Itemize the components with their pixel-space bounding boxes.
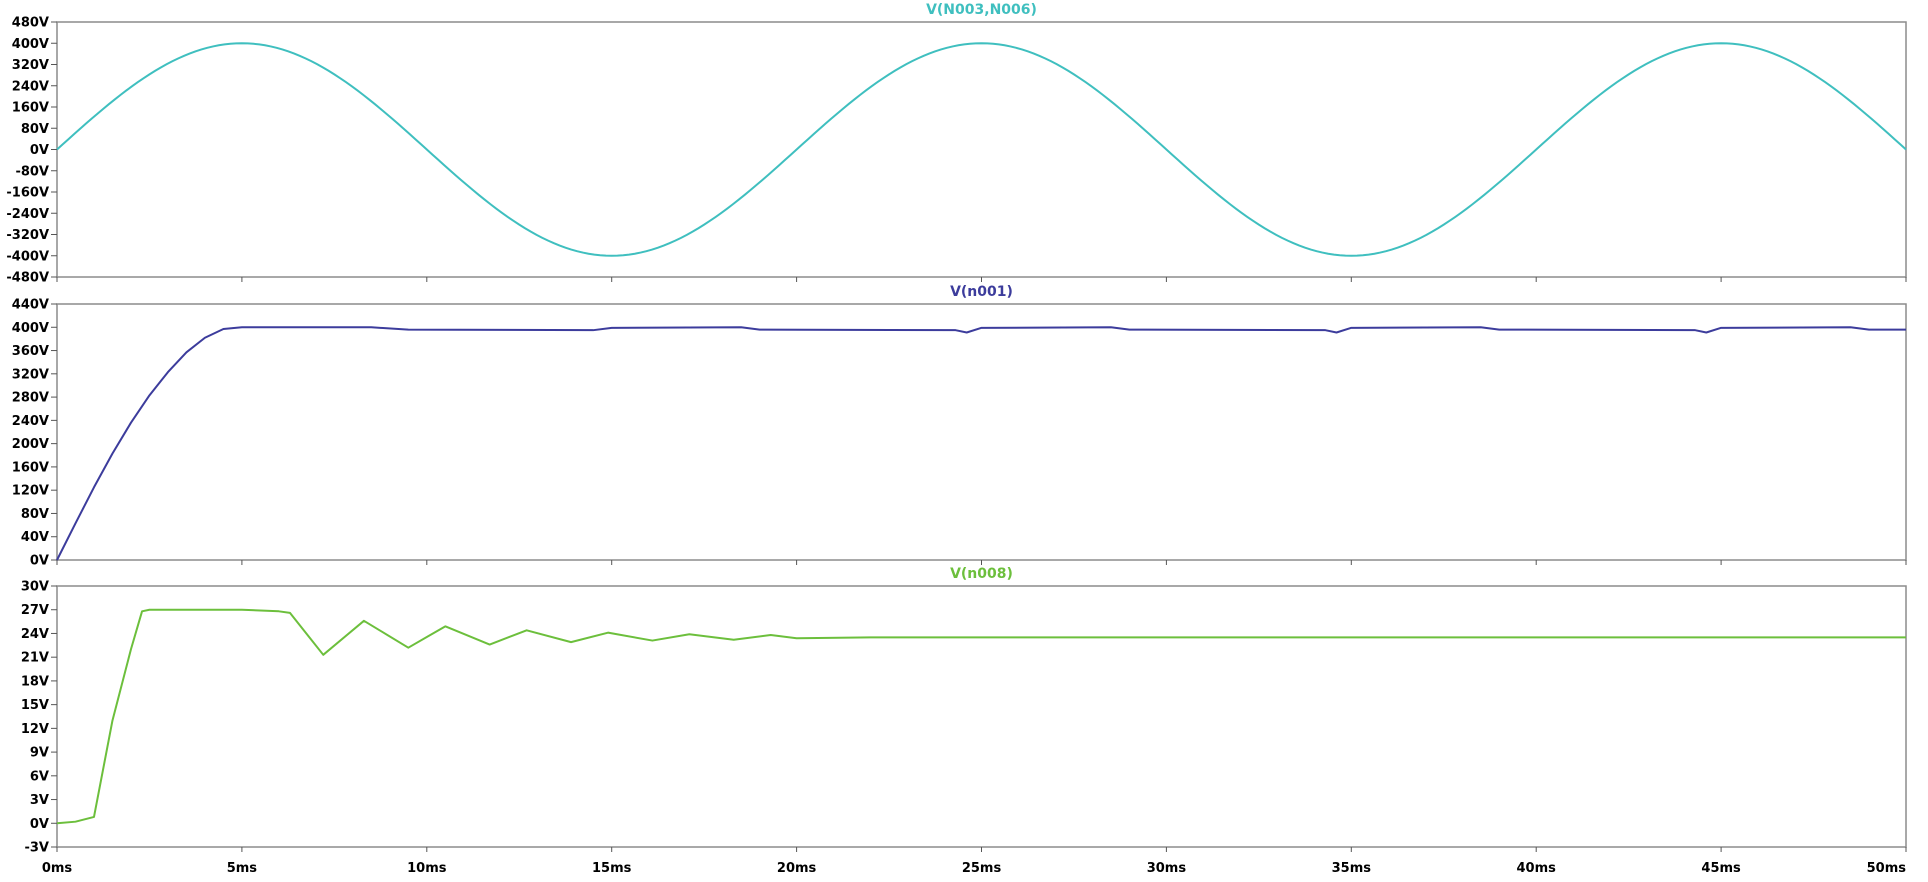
y-tick-label: 440V: [12, 298, 49, 313]
x-tick-label: 50ms: [1867, 861, 1907, 876]
plot-frame: [56, 303, 1907, 561]
y-tick-label: 3V: [30, 793, 49, 808]
y-tick-label: 80V: [21, 122, 49, 137]
plot-frame: [56, 585, 1907, 848]
y-tick-label: 160V: [12, 101, 49, 116]
x-tick-label: 5ms: [227, 861, 258, 876]
y-tick-label: -160V: [6, 186, 49, 201]
y-tick-label: 12V: [21, 722, 49, 737]
x-tick-label: 30ms: [1147, 861, 1187, 876]
y-tick-label: 80V: [21, 507, 49, 522]
y-tick-label: -320V: [6, 228, 49, 243]
y-tick-label: 320V: [12, 367, 49, 382]
x-tick-label: 15ms: [592, 861, 632, 876]
y-tick-label: 0V: [30, 143, 49, 158]
y-tick-label: -240V: [6, 207, 49, 222]
y-tick-label: 15V: [21, 698, 49, 713]
y-tick-label: 40V: [21, 530, 49, 545]
x-tick-label: 10ms: [407, 861, 447, 876]
plot-frame: [56, 21, 1907, 278]
x-tick-label: 45ms: [1701, 861, 1741, 876]
y-tick-label: 240V: [12, 79, 49, 94]
y-tick-label: 200V: [12, 437, 49, 452]
y-tick-label: 320V: [12, 58, 49, 73]
y-tick-label: 9V: [30, 746, 49, 761]
series-line: [56, 326, 1906, 561]
y-tick-label: -80V: [15, 164, 49, 179]
y-tick-label: 21V: [21, 651, 49, 666]
x-tick-label: 40ms: [1517, 861, 1557, 876]
x-tick-label: 25ms: [962, 861, 1002, 876]
y-tick-label: -480V: [6, 271, 49, 286]
y-tick-label: 240V: [12, 414, 49, 429]
pane-title: V(N003,N006): [926, 2, 1037, 18]
x-tick-label: 35ms: [1332, 861, 1372, 876]
y-tick-label: 27V: [21, 603, 49, 618]
y-tick-label: 400V: [12, 37, 49, 52]
y-tick-label: 24V: [21, 627, 49, 642]
y-tick-label: 30V: [21, 580, 49, 595]
y-tick-label: 400V: [12, 321, 49, 336]
y-tick-label: -3V: [24, 841, 49, 856]
plot-pane-2: V(n001) 440V 400V 360V 320V 280V 240V 200V 160V 1…: [12, 284, 1907, 569]
pane-title: V(n008): [950, 566, 1013, 582]
y-tick-label: 360V: [12, 344, 49, 359]
series-line: [56, 42, 1907, 257]
y-tick-label: 280V: [12, 391, 49, 406]
x-tick-label: 0ms: [42, 861, 73, 876]
y-tick-label: 6V: [30, 769, 49, 784]
x-tick-label: 20ms: [777, 861, 817, 876]
pane-title: V(n001): [950, 284, 1013, 300]
y-tick-label: 0V: [30, 817, 49, 832]
series-line: [56, 608, 1906, 825]
y-tick-label: 160V: [12, 460, 49, 475]
y-tick-label: 0V: [30, 554, 49, 569]
y-tick-label: 18V: [21, 674, 49, 689]
plot-pane-1: V(N003,N006) 480V 400V 320V 240V 160V 80V 0V -80…: [6, 2, 1907, 286]
plot-pane-3: V(n008) 30V 27V 24V 21V 18V 15V 12V 9V 6V 3V 0V -3V 0…: [21, 566, 1907, 876]
y-tick-label: -400V: [6, 249, 49, 264]
y-tick-label: 480V: [12, 16, 49, 31]
y-tick-label: 120V: [12, 484, 49, 499]
